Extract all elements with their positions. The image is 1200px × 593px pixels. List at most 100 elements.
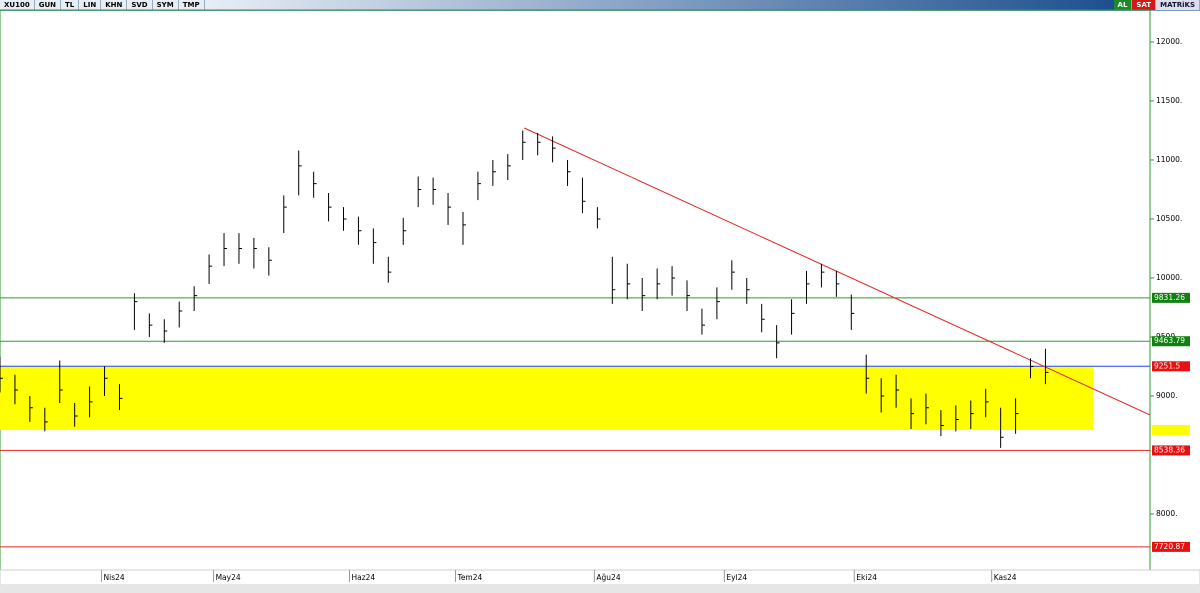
price-bar xyxy=(805,270,810,304)
y-tick-label: 12000. xyxy=(1156,37,1182,46)
price-bar xyxy=(313,171,317,198)
price-bar xyxy=(895,374,900,408)
price-bar xyxy=(492,159,496,186)
buy-button[interactable]: AL xyxy=(1113,0,1133,10)
sell-button[interactable]: SAT xyxy=(1132,0,1157,10)
price-bar xyxy=(686,280,691,312)
price-bar xyxy=(223,233,228,267)
x-tick-label: Haz24 xyxy=(351,573,375,582)
x-tick-label: Nis24 xyxy=(104,573,125,582)
price-bar xyxy=(178,301,183,328)
price-bar xyxy=(402,217,407,245)
scrollbar[interactable] xyxy=(0,585,1200,593)
support-zone xyxy=(0,366,1094,430)
price-bar xyxy=(611,256,616,304)
price-bar xyxy=(238,233,242,264)
toolbar-item[interactable]: TMP xyxy=(179,0,205,10)
price-bar xyxy=(74,403,78,427)
price-bar xyxy=(985,388,989,418)
price-bar xyxy=(746,277,750,304)
price-bar xyxy=(14,374,18,405)
toolbar-item[interactable]: KHN xyxy=(101,0,128,10)
price-bar xyxy=(1000,407,1004,448)
x-tick-label: Tem24 xyxy=(457,573,483,582)
level-label: 9251.5 xyxy=(1154,361,1180,370)
price-bar xyxy=(701,308,705,335)
x-tick-label: Eyl24 xyxy=(726,573,747,582)
price-bar xyxy=(357,216,362,245)
y-tick-label: 10000. xyxy=(1156,273,1182,282)
toolbar-items: GUN TL LIN KHN SVD SYM TMP xyxy=(35,0,205,10)
price-bar xyxy=(148,313,153,337)
price-bar xyxy=(776,325,780,359)
price-bar xyxy=(865,354,870,394)
price-bar xyxy=(940,410,944,437)
price-bar xyxy=(581,177,586,214)
y-tick-label: 9000. xyxy=(1156,391,1177,400)
price-bar xyxy=(253,237,257,269)
x-tick-label: Eki24 xyxy=(856,573,877,582)
price-bar xyxy=(835,270,840,297)
toolbar-item[interactable]: SYM xyxy=(153,0,179,10)
y-tick-label: 8000. xyxy=(1156,509,1177,518)
price-bar xyxy=(1030,358,1034,379)
level-label-bg xyxy=(1152,336,1190,347)
zone-marker xyxy=(1152,424,1190,435)
price-bar xyxy=(820,263,825,288)
price-bar xyxy=(880,378,885,413)
price-bar xyxy=(432,177,437,205)
price-bar xyxy=(0,357,3,393)
price-bar xyxy=(387,256,392,283)
price-bar xyxy=(656,268,661,300)
y-tick-label: 10500. xyxy=(1156,214,1182,223)
price-bar xyxy=(626,263,631,300)
price-bar xyxy=(716,287,720,320)
price-bar xyxy=(417,176,422,208)
price-bar xyxy=(1015,398,1019,434)
level-label-bg xyxy=(1152,361,1190,372)
price-bar xyxy=(89,386,93,418)
x-tick-label: May24 xyxy=(216,573,241,582)
price-bar xyxy=(268,247,272,276)
level-label-bg xyxy=(1152,292,1190,303)
toolbar-item[interactable]: TL xyxy=(61,0,80,10)
price-bar xyxy=(477,171,481,201)
level-label-bg xyxy=(1152,541,1190,552)
price-bar xyxy=(163,319,168,343)
y-tick-label: 11500. xyxy=(1156,96,1182,105)
price-bar xyxy=(29,395,33,422)
price-bar xyxy=(671,266,676,296)
price-bar xyxy=(298,150,302,196)
price-bar xyxy=(133,293,138,330)
price-bar xyxy=(208,254,213,284)
price-bar xyxy=(641,277,646,312)
price-bar xyxy=(791,299,795,335)
price-bar xyxy=(567,159,571,186)
price-bar xyxy=(462,211,466,245)
price-bar xyxy=(372,228,377,264)
symbol[interactable]: XU100 xyxy=(0,0,35,10)
price-bar xyxy=(850,294,855,330)
price-bar xyxy=(507,154,511,181)
toolbar-item[interactable]: SVD xyxy=(127,0,153,10)
plot-frame xyxy=(0,9,1151,571)
price-bar xyxy=(1044,348,1049,385)
price-bar xyxy=(970,400,974,429)
level-label: 8538.36 xyxy=(1154,445,1185,454)
price-bar xyxy=(343,207,347,231)
price-bar xyxy=(761,303,765,333)
level-label-bg xyxy=(1152,445,1190,456)
price-bar xyxy=(104,366,108,396)
toolbar-item[interactable]: LIN xyxy=(79,0,102,10)
price-bar xyxy=(910,398,915,429)
x-tick-label: Ağu24 xyxy=(596,573,620,582)
price-bar xyxy=(955,405,959,432)
price-bar xyxy=(447,193,452,225)
price-bar xyxy=(44,407,48,432)
price-bar xyxy=(283,195,287,234)
price-bar xyxy=(731,260,735,290)
price-bar xyxy=(522,130,526,160)
level-label: 9463.79 xyxy=(1154,336,1185,345)
toolbar-item[interactable]: GUN xyxy=(35,0,61,10)
